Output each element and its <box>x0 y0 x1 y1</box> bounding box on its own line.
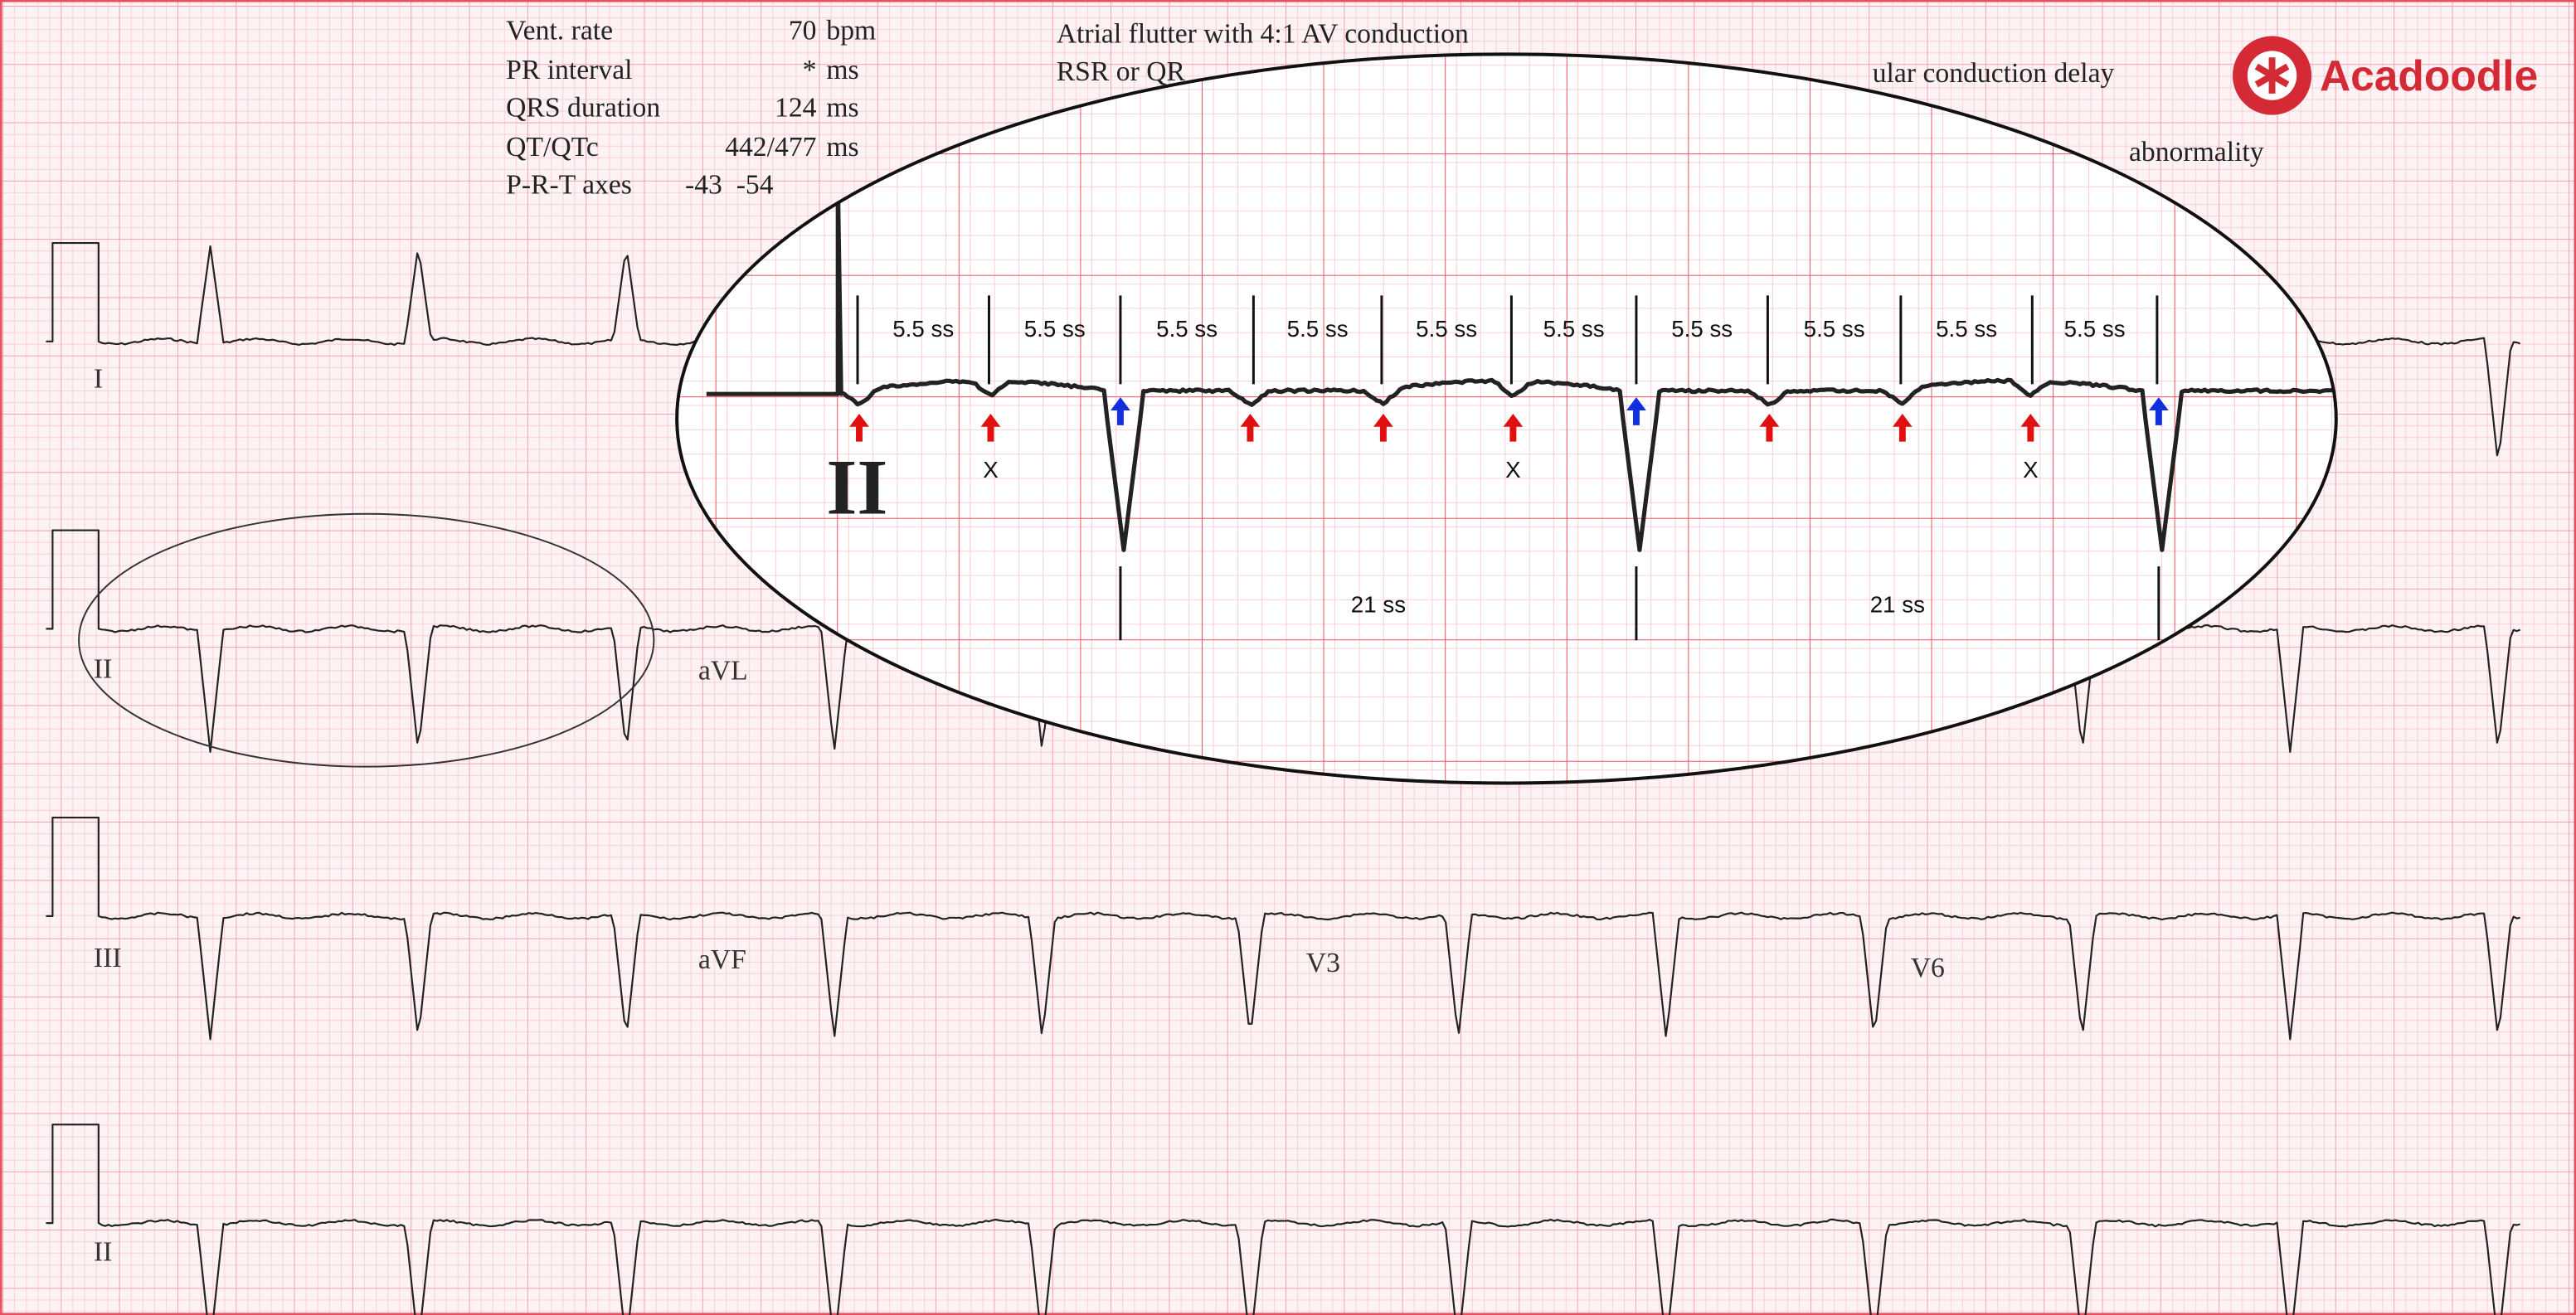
value: -43 -54 <box>685 170 774 201</box>
interval-label: 5.5 ss <box>1156 316 1218 342</box>
arrow <box>1503 413 1524 442</box>
ecg-trace <box>46 1123 2520 1315</box>
interval-label: 5.5 ss <box>1287 316 1349 342</box>
zoom-grid <box>677 54 2336 784</box>
highlight-ellipse <box>78 512 655 768</box>
statement: ular conduction delay <box>1873 58 2115 89</box>
zoom-lead-label: II <box>826 444 887 531</box>
interval-label: 5.5 ss <box>1936 316 1997 342</box>
arrow <box>980 413 1001 442</box>
arrow <box>1373 413 1393 442</box>
lead-label: V6 <box>1911 953 1945 983</box>
unit: ms <box>826 132 858 163</box>
interval-label: 5.5 ss <box>1671 316 1733 342</box>
statement: RSR or QR <box>1057 56 1186 87</box>
interval-label: 5.5 ss <box>1804 316 1865 342</box>
zoom-outline <box>675 52 2338 785</box>
lead-label: I <box>94 363 103 394</box>
lead-label: II <box>94 1237 112 1268</box>
lead-label: V3 <box>1306 948 1340 978</box>
label: QT/QTc <box>506 132 599 163</box>
flutter-mark: X <box>1505 457 1521 483</box>
unit: ms <box>826 55 858 85</box>
label: QRS duration <box>506 93 660 124</box>
interpretation: Atrial flutter with 4:1 AV conduction RS… <box>1057 18 2264 167</box>
interval-label: 5.5 ss <box>1543 316 1605 342</box>
label: PR interval <box>506 55 632 85</box>
lead-labels: I II aVL III aVF V3 V6 II <box>94 363 1945 1267</box>
lead-label: aVL <box>698 656 748 687</box>
arrow <box>1111 397 1130 425</box>
value: 442/477 <box>725 132 816 163</box>
value: * <box>803 55 817 85</box>
arrow <box>1626 397 1646 425</box>
arrow <box>1892 413 1913 442</box>
arrow <box>849 413 869 442</box>
unit: bpm <box>826 16 876 46</box>
label: Vent. rate <box>506 16 613 46</box>
logo-text: Acadoodle <box>2320 51 2538 99</box>
value: 70 <box>789 16 817 46</box>
measurements: Vent. rate 70 bpm PR interval * ms QRS d… <box>506 16 876 201</box>
zoom-panel: II 5.5 ss 5.5 ss 5.5 ss 5.5 ss 5.5 ss 5.5 ss 5… <box>675 52 2338 785</box>
value: 124 <box>775 93 817 124</box>
lead-label: III <box>94 943 122 973</box>
interval-label: 5.5 ss <box>1024 316 1086 342</box>
lead-label: aVF <box>698 944 746 975</box>
arrow <box>2020 413 2041 442</box>
statement: Atrial flutter with 4:1 AV conduction <box>1057 18 1469 49</box>
logo: Acadoodle <box>2232 36 2538 115</box>
flutter-mark: X <box>983 457 999 483</box>
lead-label: II <box>94 654 112 685</box>
interval-label: 5.5 ss <box>1416 316 1477 342</box>
zoom-content: II 5.5 ss 5.5 ss 5.5 ss 5.5 ss 5.5 ss 5.5 ss 5… <box>677 54 2336 784</box>
rr-label: 21 ss <box>1870 592 1925 618</box>
interval-label: 5.5 ss <box>2064 316 2126 342</box>
ecg-trace <box>46 816 2520 1041</box>
label: P-R-T axes <box>506 170 632 201</box>
flutter-mark: X <box>2023 457 2039 483</box>
logo-icon <box>2254 57 2290 94</box>
arrow <box>1759 413 1780 442</box>
unit: ms <box>826 93 858 124</box>
statement: abnormality <box>2129 137 2264 167</box>
interval-label: 5.5 ss <box>892 316 954 342</box>
arrow <box>1240 413 1261 442</box>
arrow <box>2148 397 2169 425</box>
zoom-trace <box>706 178 2334 552</box>
rr-label: 21 ss <box>1351 592 1406 618</box>
